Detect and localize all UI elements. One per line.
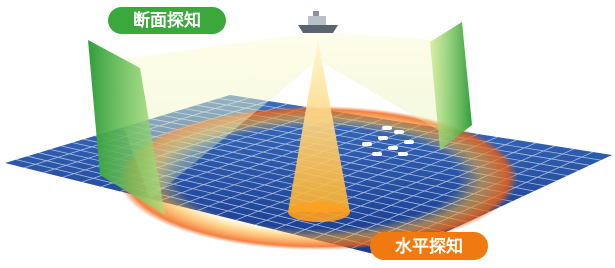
horizontal-label: 水平探知	[395, 236, 463, 257]
beam-footprint	[288, 202, 350, 222]
ship	[298, 11, 338, 33]
sonar-illustration: 断面探知 水平探知	[0, 0, 615, 268]
vertical-label: 断面探知	[133, 10, 201, 31]
page: 断面探知 水平探知 (() => { const data = JSON.par…	[0, 0, 615, 268]
